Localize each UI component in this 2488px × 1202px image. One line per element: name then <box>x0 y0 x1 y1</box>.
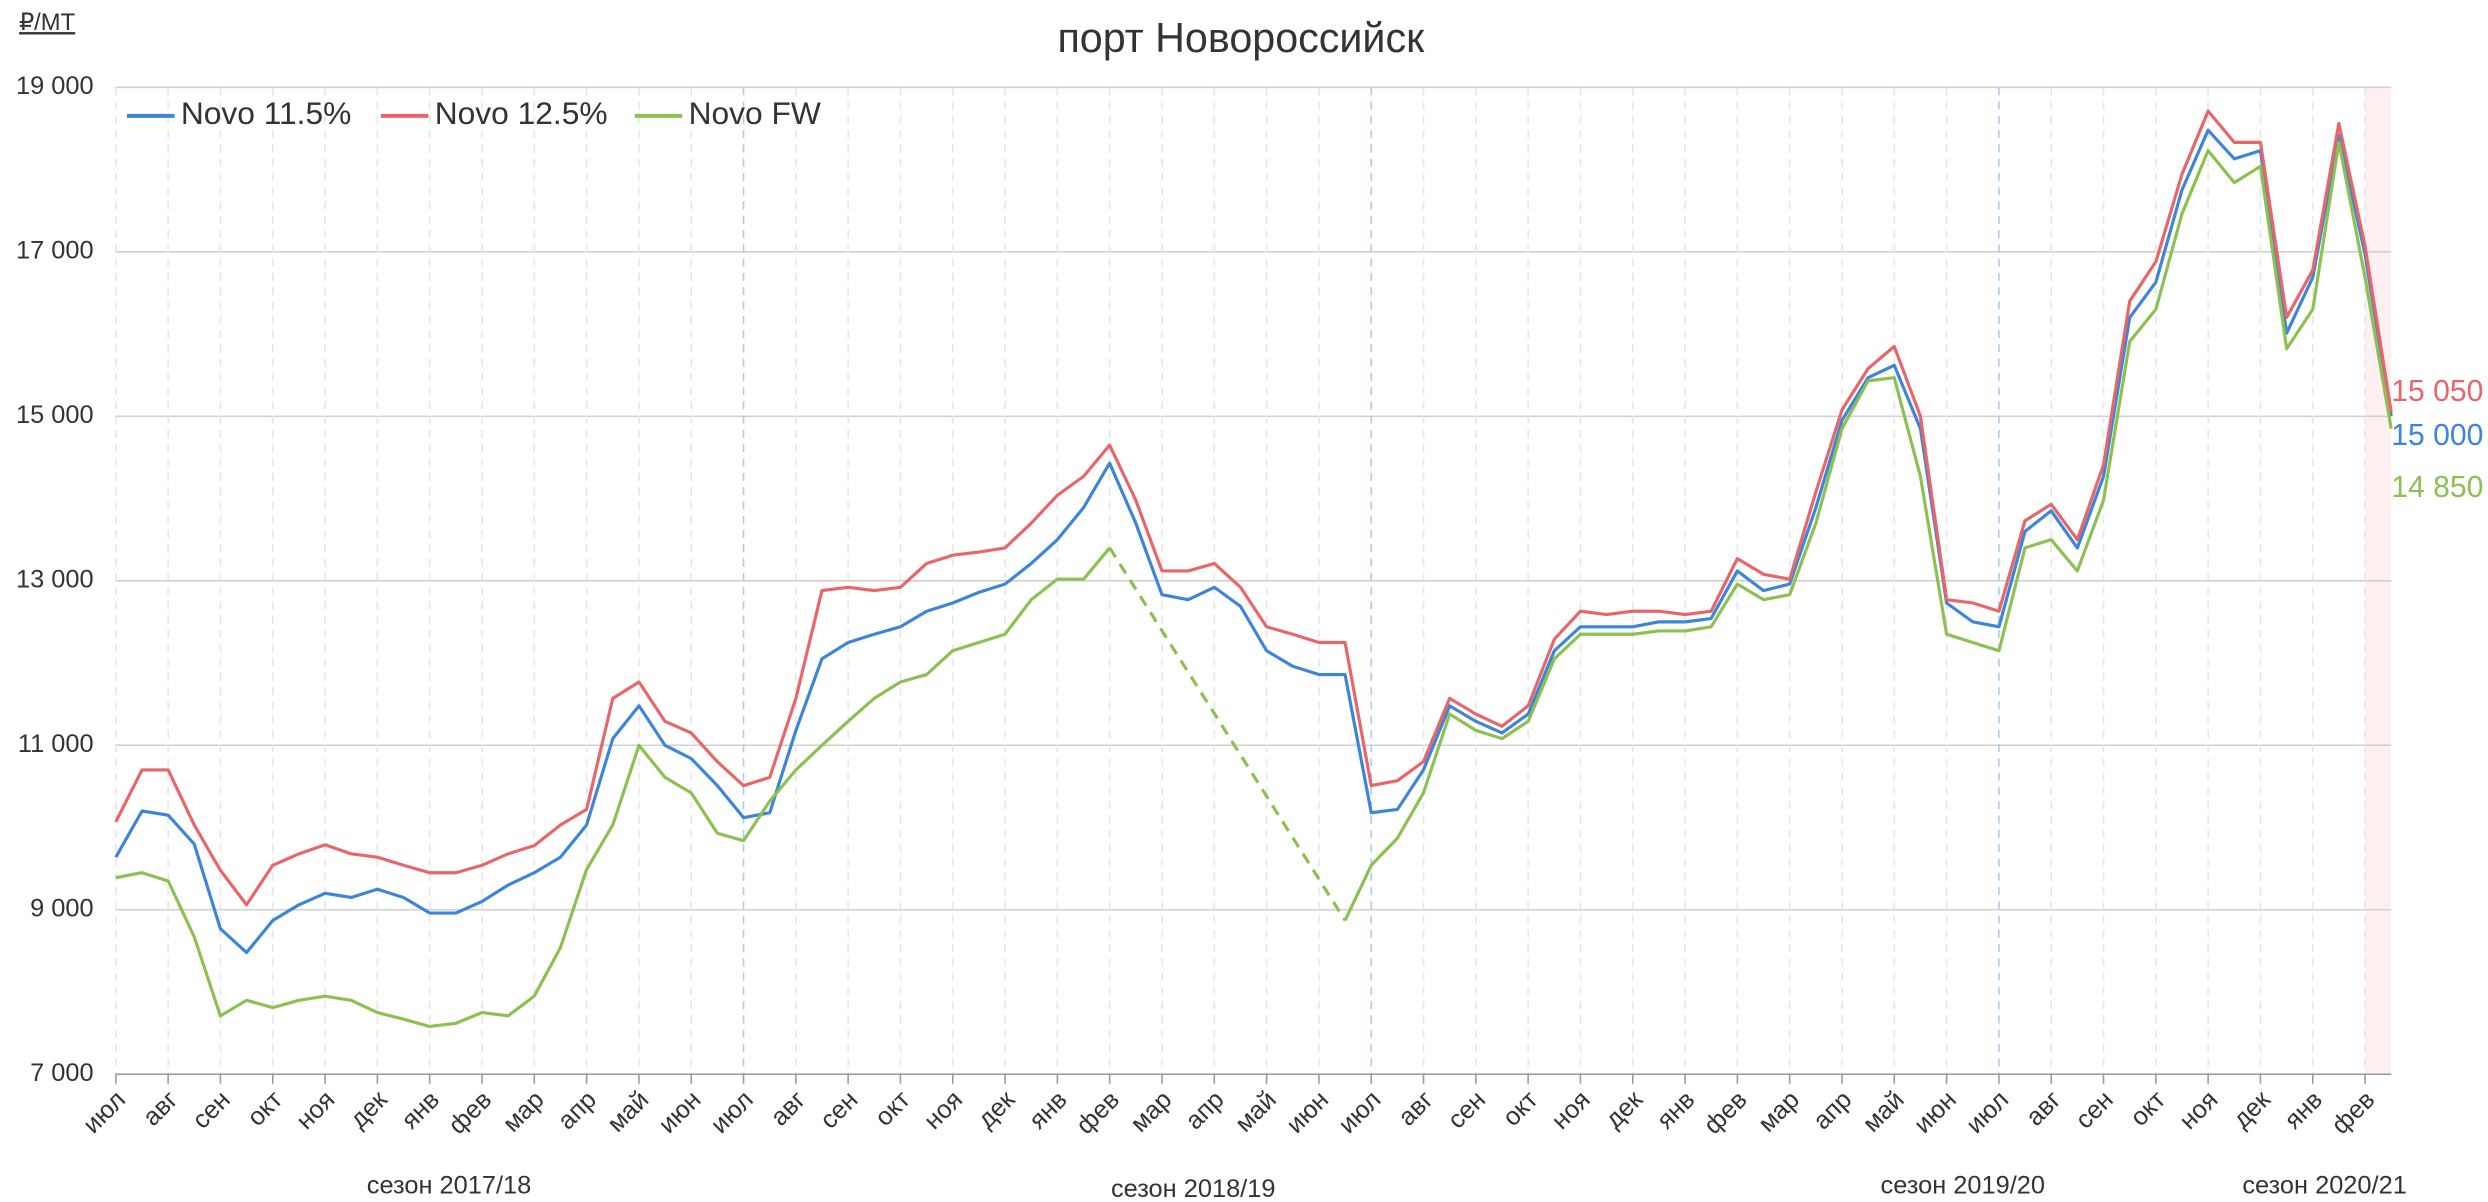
x-tick-label: мар <box>1753 1086 1805 1138</box>
legend-label: Novo 12.5% <box>435 95 608 131</box>
x-tick-label: ноя <box>291 1086 340 1135</box>
series-line <box>114 128 2393 955</box>
x-tick-label: июн <box>1281 1086 1334 1139</box>
x-tick-label: дек <box>345 1085 394 1134</box>
series-line <box>115 140 2393 1029</box>
end-value-label: 15 000 <box>2391 419 2483 452</box>
x-tick-label: июл <box>705 1086 758 1139</box>
x-tick-label: окт <box>242 1085 288 1131</box>
x-tick-label: мар <box>498 1086 550 1138</box>
x-tick-label: янв <box>1651 1086 1700 1135</box>
season-label: сезон 2018/19 <box>1111 1175 1276 1202</box>
x-tick-label: сен <box>1442 1086 1491 1135</box>
y-tick-label: 13 000 <box>16 565 94 593</box>
y-tick-label: 19 000 <box>16 72 94 100</box>
x-tick-label: май <box>602 1086 654 1138</box>
x-tick-label: июл <box>1961 1086 2014 1139</box>
x-tick-label: фев <box>1071 1086 1125 1140</box>
x-tick-label: янв <box>396 1086 445 1135</box>
x-tick-label: июн <box>653 1086 706 1139</box>
x-tick-label: апр <box>1180 1086 1229 1135</box>
x-tick-label: апр <box>1808 1086 1857 1135</box>
x-tick-label: авг <box>1393 1086 1439 1132</box>
x-tick-label: июл <box>78 1086 131 1139</box>
x-tick-label: фев <box>443 1086 497 1140</box>
season-label: сезон 2019/20 <box>1881 1172 2046 1200</box>
x-tick-label: мар <box>1125 1086 1177 1138</box>
legend-label: Novo 11.5% <box>181 95 351 131</box>
season-label: сезон 2017/18 <box>367 1172 532 1200</box>
x-tick-label: янв <box>1024 1086 1073 1135</box>
x-tick-label: июн <box>1909 1086 1962 1139</box>
x-tick-label: сен <box>187 1086 236 1135</box>
x-tick-label: ноя <box>2174 1086 2223 1135</box>
x-tick-label: дек <box>1600 1085 1649 1134</box>
gap-connector <box>1108 547 1347 922</box>
x-tick-label: дек <box>972 1085 1021 1134</box>
end-value-label: 15 050 <box>2391 375 2483 408</box>
season-label: сезон 2020/21 <box>2242 1172 2407 1200</box>
x-tick-label: ноя <box>919 1086 968 1135</box>
x-tick-label: фев <box>1699 1086 1753 1140</box>
series-line <box>114 109 2393 907</box>
x-tick-label: авг <box>138 1086 184 1132</box>
y-tick-label: 11 000 <box>18 730 94 758</box>
x-tick-label: май <box>1230 1086 1282 1138</box>
x-tick-label: авг <box>765 1086 811 1132</box>
x-tick-label: фев <box>2326 1086 2380 1140</box>
y-tick-label: 9 000 <box>30 894 93 922</box>
x-tick-label: май <box>1857 1086 1909 1138</box>
x-tick-label: апр <box>552 1086 601 1135</box>
x-tick-label: сен <box>815 1086 864 1135</box>
x-tick-label: дек <box>2228 1085 2277 1134</box>
x-tick-label: июл <box>1333 1086 1386 1139</box>
end-value-label: 14 850 <box>2391 471 2483 504</box>
y-unit: ₽/MT <box>19 9 75 36</box>
x-tick-label: ноя <box>1546 1086 1595 1135</box>
y-tick-label: 7 000 <box>30 1059 93 1087</box>
legend-label: Novo FW <box>689 95 821 131</box>
x-tick-label: окт <box>2125 1085 2171 1131</box>
x-tick-label: авг <box>2021 1086 2067 1132</box>
x-tick-label: янв <box>2279 1086 2328 1135</box>
chart-title: порт Новороссийск <box>1057 15 1425 61</box>
y-tick-label: 15 000 <box>16 401 94 429</box>
x-tick-label: окт <box>1497 1085 1543 1131</box>
x-tick-label: окт <box>870 1085 916 1131</box>
x-tick-label: сен <box>2070 1086 2119 1135</box>
y-tick-label: 17 000 <box>16 236 94 264</box>
